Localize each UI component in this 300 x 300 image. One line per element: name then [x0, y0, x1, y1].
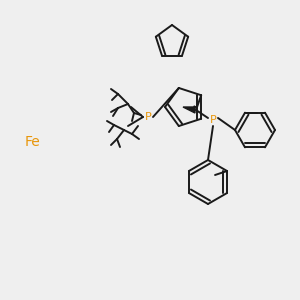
Polygon shape: [194, 106, 196, 108]
Text: P: P: [210, 115, 216, 125]
Text: Fe: Fe: [24, 135, 40, 149]
Text: P: P: [145, 112, 152, 122]
Polygon shape: [183, 107, 195, 113]
